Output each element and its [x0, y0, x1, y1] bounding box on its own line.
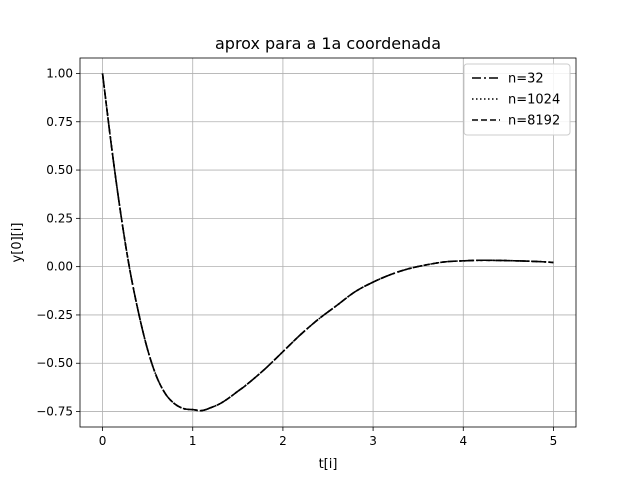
x-tick-label: 0 [99, 434, 107, 448]
legend-frame [463, 63, 571, 136]
legend-label-1: n=1024 [508, 93, 560, 108]
y-tick-label: 0.50 [46, 163, 73, 177]
y-tick-label: −0.25 [36, 308, 73, 322]
series-line-2 [101, 73, 554, 412]
grid [80, 58, 576, 427]
x-axis-label: t[i] [319, 457, 338, 472]
x-tick-label: 3 [369, 434, 377, 448]
x-tick-label: 1 [189, 434, 197, 448]
y-tick-label: −0.50 [36, 356, 73, 370]
x-tick-label: 4 [459, 434, 467, 448]
series-group [101, 73, 554, 412]
y-tick-label: −0.75 [36, 405, 73, 419]
legend-label-2: n=8192 [508, 114, 560, 129]
plot-area-frame [79, 57, 577, 428]
legend-label-0: n=32 [508, 72, 544, 87]
x-tick-label: 5 [550, 434, 558, 448]
y-tick-label: 0.75 [46, 115, 73, 129]
y-tick-label: 0.00 [46, 260, 73, 274]
chart-title: aprox para a 1a coordenada [215, 34, 441, 53]
y-tick-label: 1.00 [46, 66, 73, 80]
x-tick-label: 2 [279, 434, 287, 448]
axis-ticks: 0 1 2 3 4 5 −0.75 −0.50 −0.25 0.00 0.25 0.50 0.75 1.0… [36, 66, 557, 448]
y-tick-label: 0.25 [46, 211, 73, 225]
legend: n=32 n=1024 n=8192 [463, 63, 571, 136]
y-axis-label: y[0][i] [10, 223, 25, 263]
